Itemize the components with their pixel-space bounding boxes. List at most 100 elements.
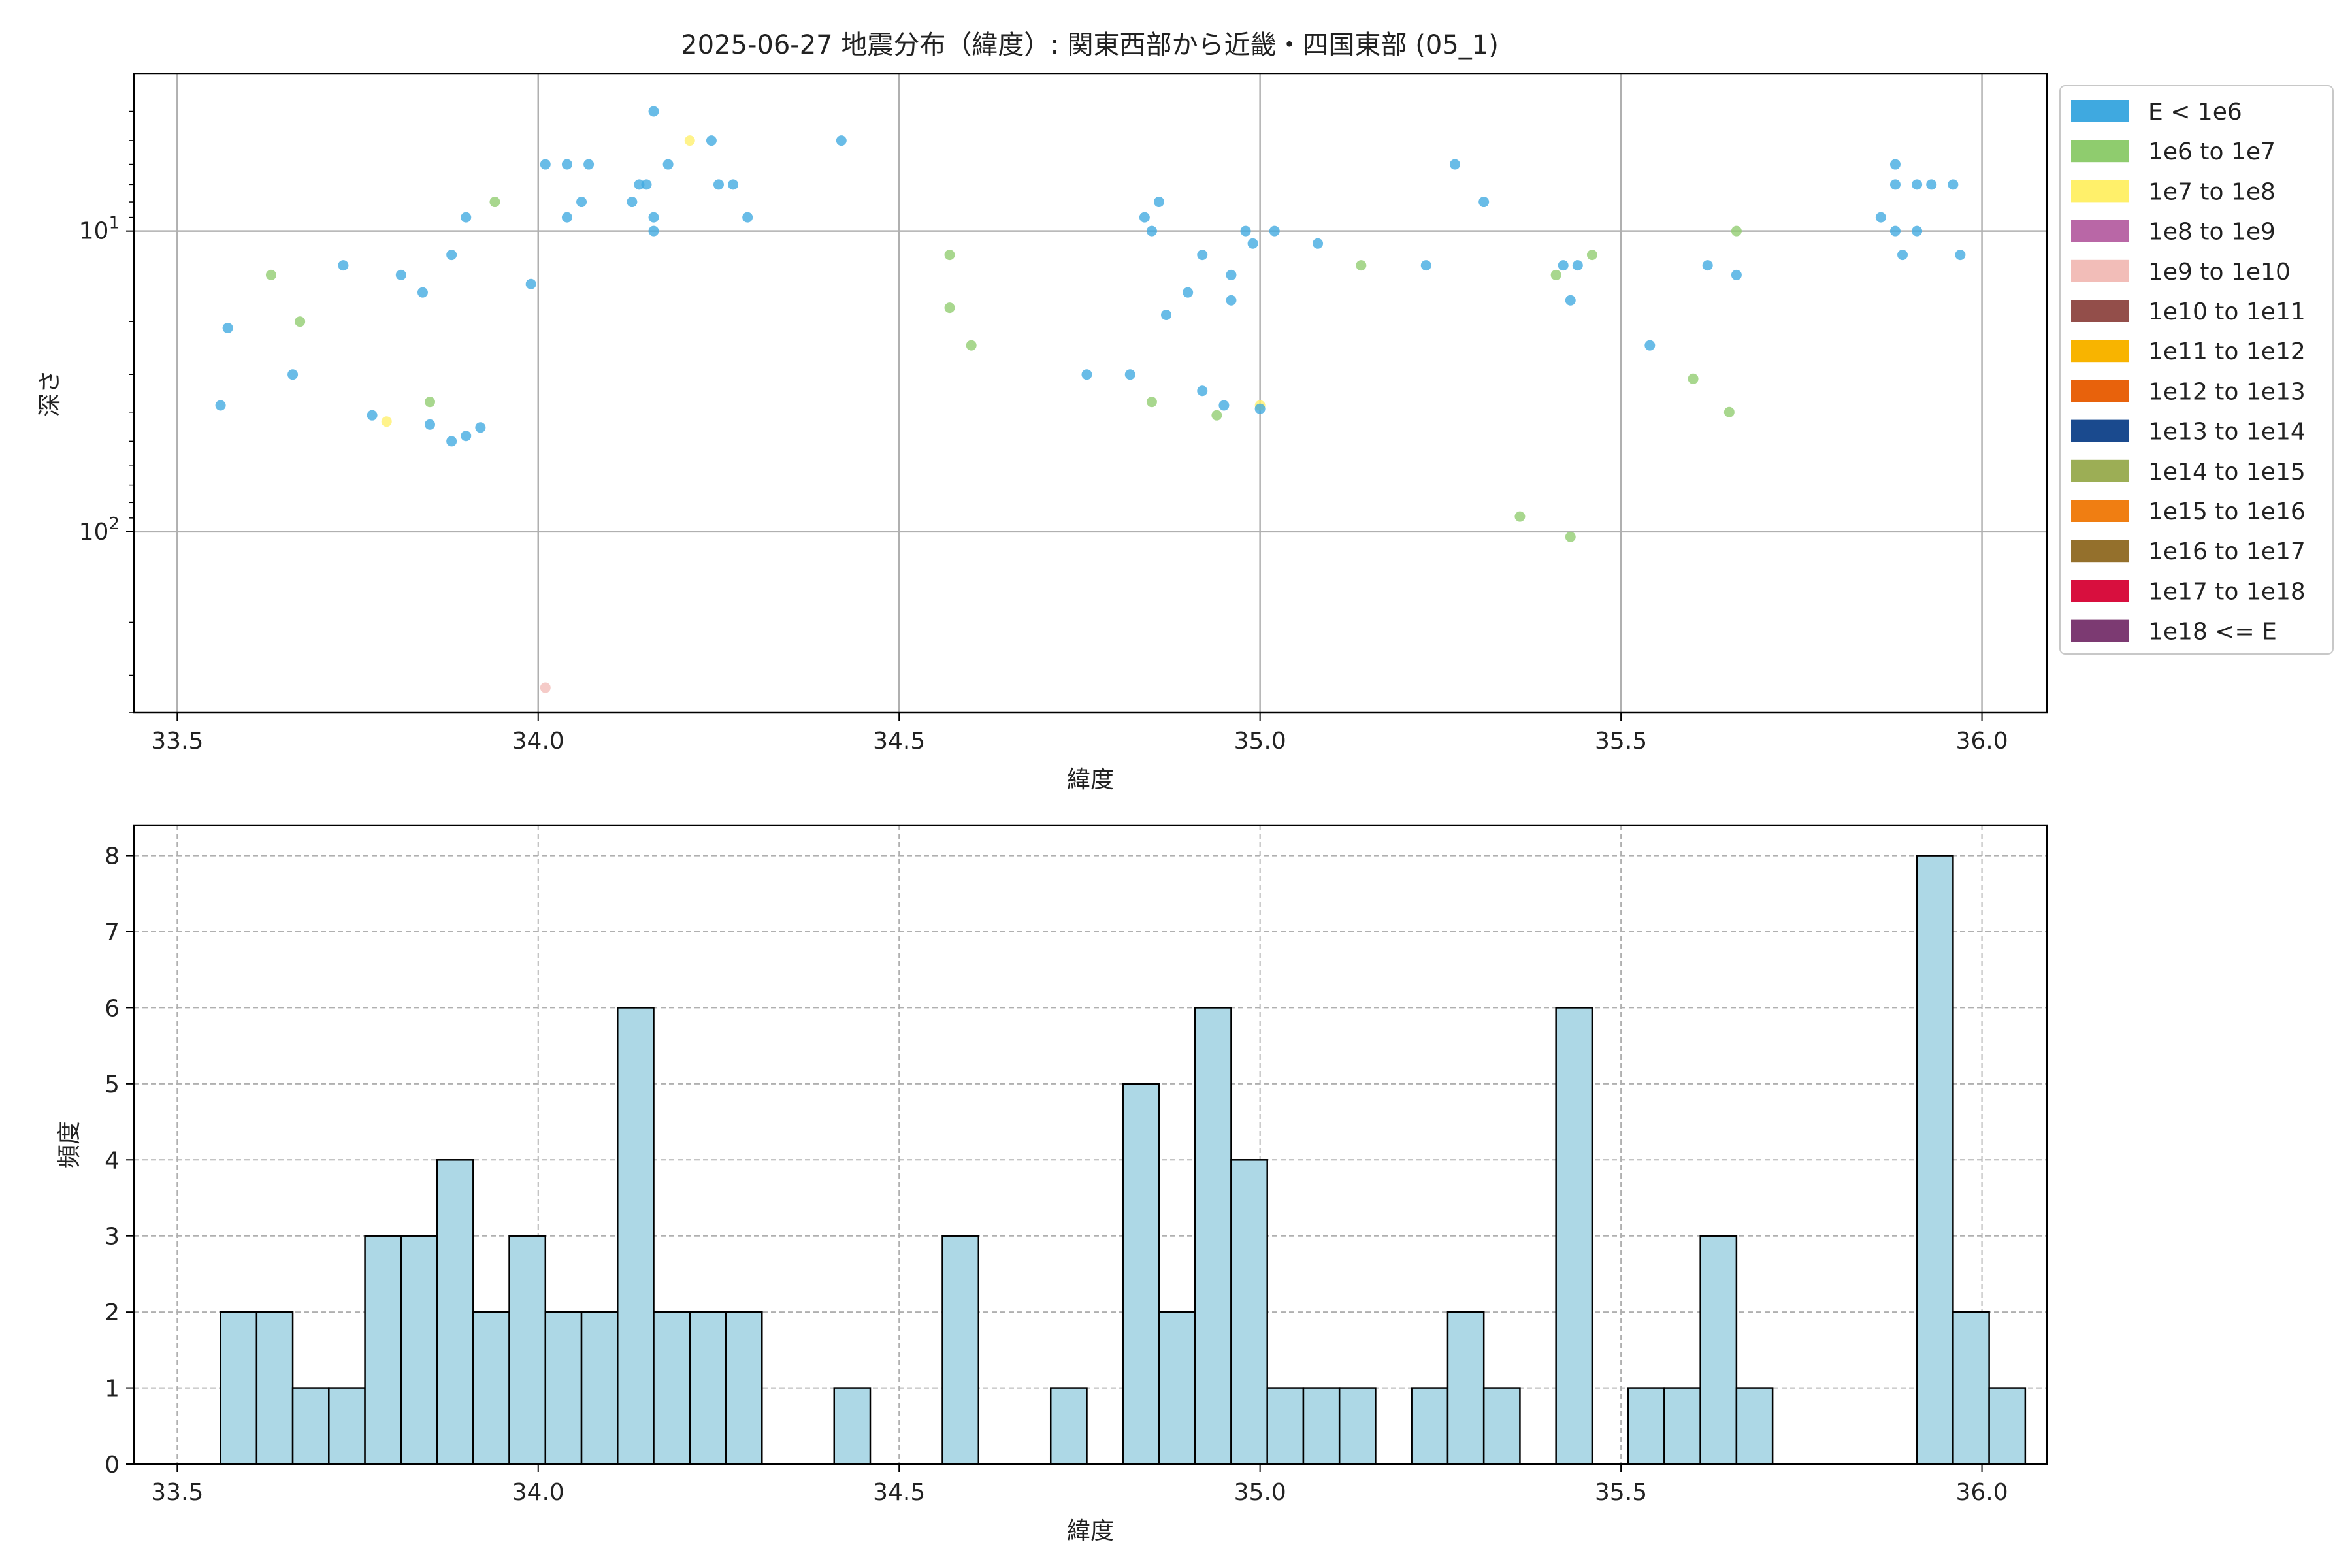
scatter-tick-label-x-0: 33.5 — [151, 728, 203, 755]
histogram-tick-label-x-4: 35.5 — [1595, 1479, 1647, 1506]
data-point-69 — [1565, 531, 1576, 542]
legend-label-12: 1e17 to 1e18 — [2148, 578, 2306, 605]
data-point-36 — [742, 212, 753, 223]
legend-label-2: 1e7 to 1e8 — [2148, 178, 2276, 205]
histogram-bar-31 — [1338, 1387, 1377, 1465]
legend-swatch-10 — [2071, 500, 2129, 522]
histogram-bar-8 — [508, 1235, 547, 1465]
data-point-31 — [662, 159, 674, 170]
histogram-bar-37 — [1555, 1007, 1593, 1465]
histogram-bar-48 — [1952, 1311, 1990, 1465]
histogram-bar-4 — [364, 1235, 402, 1465]
data-point-22 — [561, 212, 572, 223]
histogram-bar-2 — [291, 1387, 330, 1465]
data-point-60 — [1313, 238, 1324, 249]
legend-label-6: 1e11 to 1e12 — [2148, 338, 2306, 365]
legend-label-7: 1e12 to 1e13 — [2148, 378, 2306, 405]
data-point-83 — [1912, 179, 1923, 190]
histogram-tick-label-x-1: 34.0 — [512, 1479, 564, 1506]
histogram-frame — [133, 824, 2048, 1465]
data-point-65 — [1514, 511, 1526, 522]
data-point-7 — [381, 416, 392, 427]
data-point-87 — [1955, 250, 1966, 261]
data-point-59 — [1269, 225, 1280, 237]
data-point-12 — [446, 250, 457, 261]
legend-label-8: 1e13 to 1e14 — [2148, 419, 2306, 446]
data-point-18 — [525, 278, 536, 289]
data-point-46 — [1153, 197, 1164, 208]
legend-swatch-8 — [2071, 419, 2129, 442]
data-point-25 — [627, 197, 638, 208]
data-point-50 — [1197, 250, 1208, 261]
data-point-77 — [1731, 225, 1742, 237]
data-point-52 — [1218, 400, 1230, 411]
data-point-56 — [1247, 238, 1258, 249]
data-point-8 — [395, 269, 406, 280]
histogram-bar-42 — [1735, 1387, 1774, 1465]
histogram-bar-14 — [725, 1311, 763, 1465]
legend-label-5: 1e10 to 1e11 — [2148, 299, 2306, 325]
legend-swatch-9 — [2071, 459, 2129, 482]
histogram-bar-1 — [255, 1311, 294, 1465]
scatter-tick-label-x-1: 34.0 — [512, 728, 564, 755]
data-point-34 — [713, 179, 724, 190]
data-point-61 — [1356, 260, 1367, 271]
legend-label-10: 1e15 to 1e16 — [2148, 498, 2306, 525]
data-point-0 — [215, 400, 226, 411]
histogram-bar-20 — [941, 1235, 979, 1465]
legend-swatch-12 — [2071, 580, 2129, 602]
data-point-5 — [338, 260, 349, 271]
data-point-49 — [1197, 385, 1208, 397]
scatter-tick-label-x-2: 34.5 — [873, 728, 925, 755]
histogram-bar-12 — [653, 1311, 691, 1465]
legend-swatch-5 — [2071, 300, 2129, 322]
data-point-13 — [446, 436, 457, 447]
legend-label-3: 1e8 to 1e9 — [2148, 219, 2276, 246]
histogram-tick-label-y-5: 5 — [105, 1071, 120, 1098]
legend: E < 1e6 1e6 to 1e7 1e7 to 1e8 1e8 to 1e9 1e9… — [2059, 85, 2334, 655]
histogram-bar-29 — [1266, 1387, 1305, 1465]
data-point-76 — [1731, 269, 1742, 280]
legend-swatch-6 — [2071, 340, 2129, 363]
data-point-6 — [367, 410, 378, 421]
data-point-54 — [1226, 295, 1237, 306]
histogram-bar-34 — [1446, 1311, 1485, 1465]
data-point-9 — [417, 287, 428, 298]
legend-label-1: 1e6 to 1e7 — [2148, 139, 2276, 165]
data-point-23 — [576, 197, 587, 208]
legend-label-4: 1e9 to 1e10 — [2148, 259, 2291, 286]
histogram-bar-7 — [472, 1311, 510, 1465]
histogram-tick-label-y-6: 6 — [105, 995, 120, 1022]
scatter-tick-label-x-5: 36.0 — [1955, 728, 2008, 755]
data-point-75 — [1723, 406, 1735, 417]
histogram-bar-6 — [436, 1159, 474, 1465]
histogram-bar-49 — [1988, 1387, 2027, 1465]
data-point-66 — [1550, 269, 1561, 280]
histogram-bar-33 — [1411, 1387, 1449, 1465]
data-point-43 — [1139, 212, 1150, 223]
data-point-62 — [1420, 260, 1431, 271]
scatter-tick-label-x-4: 35.5 — [1595, 728, 1647, 755]
scatter-ticks: 33.5 34.0 34.5 35.0 35.5 36.0 101 102 — [79, 110, 2008, 755]
data-point-20 — [540, 682, 551, 693]
data-point-53 — [1226, 269, 1237, 280]
histogram-bar-39 — [1627, 1387, 1665, 1465]
scatter-ylabel: 深さ — [37, 370, 63, 417]
histogram-bar-13 — [689, 1311, 727, 1465]
data-point-73 — [1688, 373, 1699, 384]
data-point-30 — [648, 106, 659, 117]
data-point-16 — [475, 422, 486, 433]
data-point-47 — [1161, 309, 1172, 320]
histogram-bar-26 — [1158, 1311, 1196, 1465]
data-point-10 — [425, 397, 436, 408]
data-point-78 — [1875, 212, 1886, 223]
data-point-70 — [1572, 260, 1583, 271]
histogram-tick-label-y-4: 4 — [105, 1147, 120, 1174]
legend-label-0: E < 1e6 — [2148, 99, 2242, 125]
histogram-tick-label-x-3: 35.0 — [1234, 1479, 1286, 1506]
data-point-41 — [1081, 369, 1092, 380]
histogram-bar-3 — [328, 1387, 366, 1465]
legend-swatch-3 — [2071, 220, 2129, 242]
data-point-84 — [1912, 225, 1923, 237]
